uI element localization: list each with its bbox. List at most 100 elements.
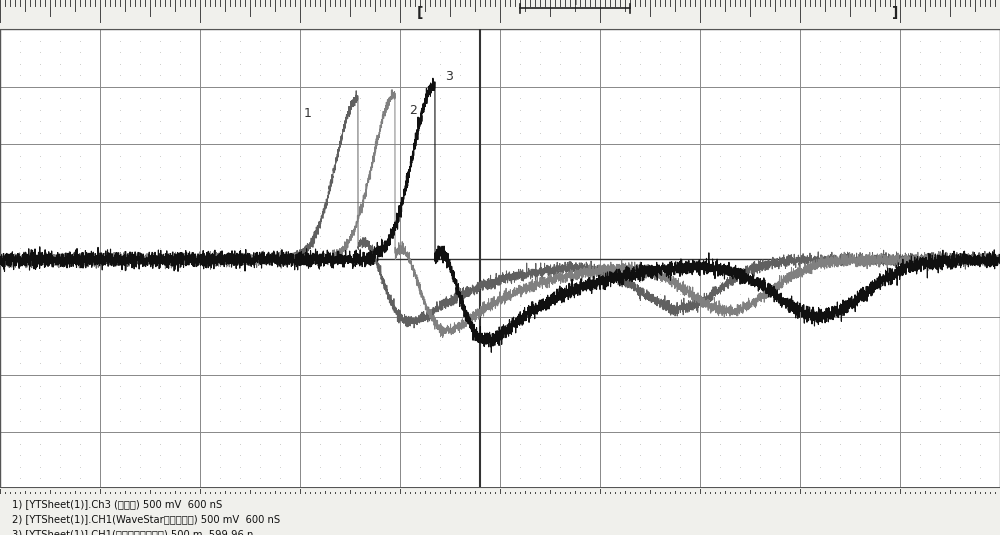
Point — [512, 324, 528, 333]
Point — [292, 267, 308, 275]
Point — [232, 278, 248, 287]
Point — [952, 163, 968, 172]
Point — [612, 48, 628, 57]
Point — [292, 382, 308, 391]
Point — [792, 220, 808, 229]
Point — [932, 450, 948, 459]
Point — [572, 94, 588, 103]
Point — [872, 152, 888, 160]
Point — [612, 439, 628, 448]
Point — [212, 174, 228, 183]
Point — [692, 117, 708, 126]
Point — [192, 209, 208, 218]
Point — [312, 25, 328, 34]
Point — [852, 232, 868, 241]
Point — [112, 393, 128, 402]
Point — [692, 405, 708, 414]
Point — [932, 370, 948, 379]
Point — [32, 163, 48, 172]
Text: 3) [YTSheet(1)].CH1(本程序分析的结果) 500 m  599.96 n: 3) [YTSheet(1)].CH1(本程序分析的结果) 500 m 599.… — [12, 529, 253, 535]
Point — [492, 393, 508, 402]
Point — [0, 71, 8, 80]
Point — [332, 267, 348, 275]
Point — [212, 416, 228, 425]
Point — [212, 117, 228, 126]
Point — [872, 197, 888, 206]
Point — [832, 152, 848, 160]
Point — [552, 324, 568, 333]
Point — [72, 82, 88, 91]
Point — [412, 36, 428, 45]
Point — [332, 25, 348, 34]
Point — [812, 220, 828, 229]
Point — [572, 405, 588, 414]
Point — [292, 128, 308, 137]
Point — [552, 267, 568, 275]
Point — [212, 59, 228, 68]
Point — [492, 220, 508, 229]
Point — [352, 163, 368, 172]
Point — [872, 48, 888, 57]
Point — [332, 301, 348, 310]
Point — [372, 405, 388, 414]
Point — [112, 174, 128, 183]
Point — [712, 140, 728, 149]
Point — [752, 197, 768, 206]
Point — [532, 290, 548, 299]
Point — [852, 36, 868, 45]
Point — [592, 220, 608, 229]
Point — [832, 232, 848, 241]
Point — [72, 267, 88, 275]
Text: T: T — [572, 0, 578, 7]
Point — [492, 278, 508, 287]
Point — [112, 301, 128, 310]
Point — [52, 462, 68, 471]
Point — [992, 324, 1000, 333]
Point — [572, 336, 588, 345]
Point — [872, 290, 888, 299]
Point — [512, 255, 528, 264]
Point — [732, 140, 748, 149]
Point — [992, 152, 1000, 160]
Point — [692, 186, 708, 195]
Point — [912, 428, 928, 437]
Point — [892, 220, 908, 229]
Point — [332, 416, 348, 425]
Point — [912, 152, 928, 160]
Point — [932, 290, 948, 299]
Point — [752, 474, 768, 483]
Point — [32, 267, 48, 275]
Point — [0, 450, 8, 459]
Point — [692, 244, 708, 253]
Point — [492, 71, 508, 80]
Point — [672, 336, 688, 345]
Point — [212, 94, 228, 103]
Point — [112, 244, 128, 253]
Point — [932, 301, 948, 310]
Point — [232, 128, 248, 137]
Point — [872, 209, 888, 218]
Point — [532, 428, 548, 437]
Point — [372, 358, 388, 367]
Point — [0, 267, 8, 275]
Point — [792, 336, 808, 345]
Point — [652, 163, 668, 172]
Point — [552, 336, 568, 345]
Point — [692, 209, 708, 218]
Point — [472, 290, 488, 299]
Point — [792, 59, 808, 68]
Point — [72, 428, 88, 437]
Point — [632, 48, 648, 57]
Point — [132, 220, 148, 229]
Point — [572, 450, 588, 459]
Point — [752, 290, 768, 299]
Point — [132, 312, 148, 321]
Point — [772, 197, 788, 206]
Point — [632, 25, 648, 34]
Point — [912, 94, 928, 103]
Point — [52, 347, 68, 356]
Point — [0, 209, 8, 218]
Point — [512, 48, 528, 57]
Point — [212, 370, 228, 379]
Point — [432, 416, 448, 425]
